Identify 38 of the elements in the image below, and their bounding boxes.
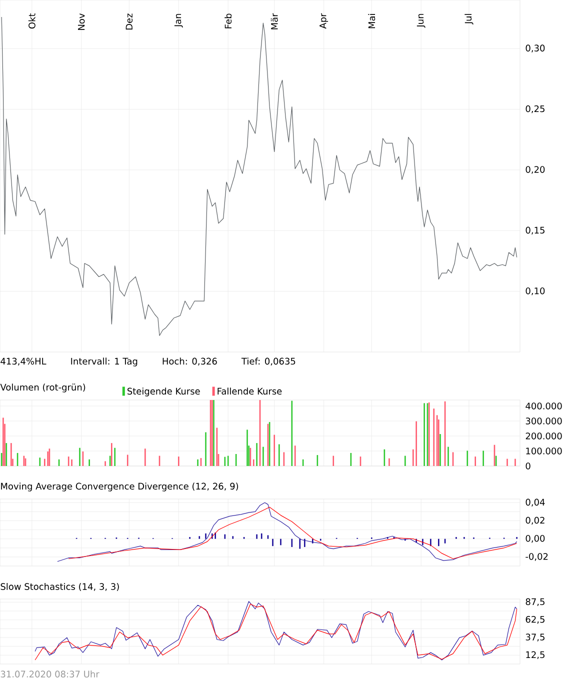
y-tick-label: 0 bbox=[526, 462, 530, 470]
y-tick-label: 400.000 bbox=[526, 402, 562, 410]
legend-label: Fallende Kurse bbox=[218, 388, 282, 395]
text: 413,4%HL bbox=[0, 358, 46, 366]
y-tick-label: 0,04 bbox=[526, 498, 545, 506]
x-tick-label: Mai bbox=[368, 14, 376, 28]
chart-title: Moving Average Convergence Divergence (12, 26, 9) bbox=[1, 482, 238, 492]
x-tick-label: Nov bbox=[78, 13, 85, 30]
x-tick-label: Mär bbox=[270, 13, 278, 30]
y-tick-label: 0,30 bbox=[526, 44, 545, 52]
y-tick-label: 0,00 bbox=[526, 534, 545, 543]
x-tick-label: Dez bbox=[126, 14, 133, 30]
y-tick-label: 37,5 bbox=[526, 634, 544, 642]
text: Intervall: 1 Tag bbox=[71, 358, 138, 366]
x-tick-label: Jun bbox=[416, 14, 426, 28]
x-tick-label: Okt bbox=[28, 13, 36, 29]
y-tick-label: 100.000 bbox=[526, 448, 562, 454]
y-tick-label: -0,02 bbox=[526, 553, 548, 561]
text: Hoch: 0,326 bbox=[162, 358, 217, 366]
y-tick-label: 0,20 bbox=[526, 166, 545, 174]
y-tick-label: 300.000 bbox=[526, 418, 562, 424]
y-tick-label: 12,5 bbox=[526, 651, 544, 660]
chart-title: Slow Stochastics (14, 3, 3) bbox=[0, 582, 119, 592]
y-tick-label: 0,02 bbox=[526, 516, 544, 525]
y-tick-label: 0,10 bbox=[526, 287, 545, 296]
text: Tief: 0,0635 bbox=[241, 358, 296, 366]
y-tick-label: 62,5 bbox=[526, 616, 544, 624]
text: 31.07.2020 08:37 Uhr bbox=[0, 670, 100, 678]
y-tick-label: 200.000 bbox=[526, 432, 562, 440]
x-tick-label: Feb bbox=[224, 14, 232, 28]
x-tick-label: Jan bbox=[174, 14, 183, 28]
y-tick-label: 0,25 bbox=[526, 105, 544, 114]
y-tick-label: 87,5 bbox=[526, 598, 544, 606]
x-tick-label: Jul bbox=[464, 14, 474, 25]
chart-title: Volumen (rot-grün) bbox=[0, 384, 86, 392]
legend-label: Steigende Kurse bbox=[127, 388, 200, 396]
x-tick-label: Apr bbox=[320, 13, 328, 29]
y-tick-label: 0,15 bbox=[526, 226, 544, 234]
